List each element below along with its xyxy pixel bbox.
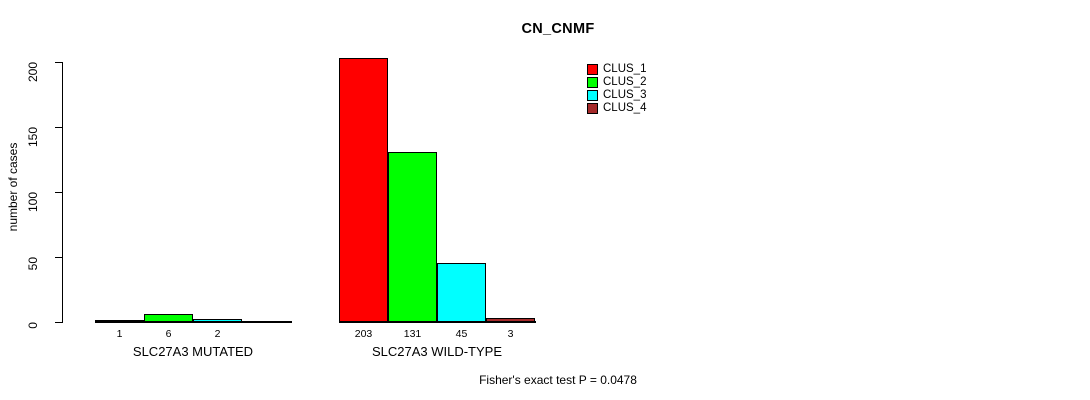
bar-value-label: 1 bbox=[116, 328, 123, 340]
legend-label: CLUS_3 bbox=[603, 89, 647, 101]
bar-clus_3-group2 bbox=[437, 263, 486, 322]
bar-clus_1-group1 bbox=[95, 320, 144, 322]
legend-swatch bbox=[587, 103, 598, 114]
legend-row: CLUS_1 bbox=[587, 63, 647, 75]
legend-row: CLUS_3 bbox=[587, 89, 647, 101]
bar-clus_4-group2 bbox=[486, 318, 535, 322]
y-tick-label-text: 150 bbox=[26, 127, 40, 148]
y-tick bbox=[55, 257, 62, 258]
y-tick bbox=[55, 192, 62, 193]
legend-label: CLUS_1 bbox=[603, 63, 647, 75]
bar-value-label: 45 bbox=[455, 328, 468, 340]
y-axis-line bbox=[62, 62, 63, 323]
y-axis-label: number of cases bbox=[6, 142, 20, 232]
group-baseline bbox=[339, 321, 536, 323]
group-baseline bbox=[95, 321, 292, 323]
bar-value-label: 131 bbox=[403, 328, 422, 340]
legend: CLUS_1 CLUS_2 CLUS_3 CLUS_4 bbox=[587, 63, 647, 114]
legend-label: CLUS_4 bbox=[603, 102, 647, 114]
bar-clus_2-group1 bbox=[144, 314, 193, 322]
group-label: SLC27A3 MUTATED bbox=[132, 344, 254, 359]
legend-swatch bbox=[587, 90, 598, 101]
bar-value-label: 6 bbox=[165, 328, 172, 340]
legend-row: CLUS_4 bbox=[587, 102, 647, 114]
legend-label: CLUS_2 bbox=[603, 76, 647, 88]
y-tick-label-text: 100 bbox=[26, 192, 40, 213]
chart-title: CN_CNMF bbox=[521, 21, 595, 37]
bar-clus_1-group2 bbox=[339, 58, 388, 322]
y-tick bbox=[55, 62, 62, 63]
group-label: SLC27A3 WILD-TYPE bbox=[371, 344, 503, 359]
y-tick bbox=[55, 322, 62, 323]
legend-swatch bbox=[587, 64, 598, 75]
bar-value-label: 2 bbox=[214, 328, 221, 340]
bar-clus_3-group1 bbox=[193, 319, 242, 322]
y-tick-label-text: 200 bbox=[26, 62, 40, 83]
fisher-note: Fisher's exact test P = 0.0478 bbox=[479, 373, 637, 387]
bar-clus_2-group2 bbox=[388, 152, 437, 322]
y-tick bbox=[55, 127, 62, 128]
legend-row: CLUS_2 bbox=[587, 76, 647, 88]
legend-swatch bbox=[587, 77, 598, 88]
y-tick-label-text: 0 bbox=[26, 322, 40, 329]
bar-value-label: 203 bbox=[354, 328, 373, 340]
y-tick-label-text: 50 bbox=[26, 256, 40, 271]
bar-value-label: 3 bbox=[507, 328, 514, 340]
